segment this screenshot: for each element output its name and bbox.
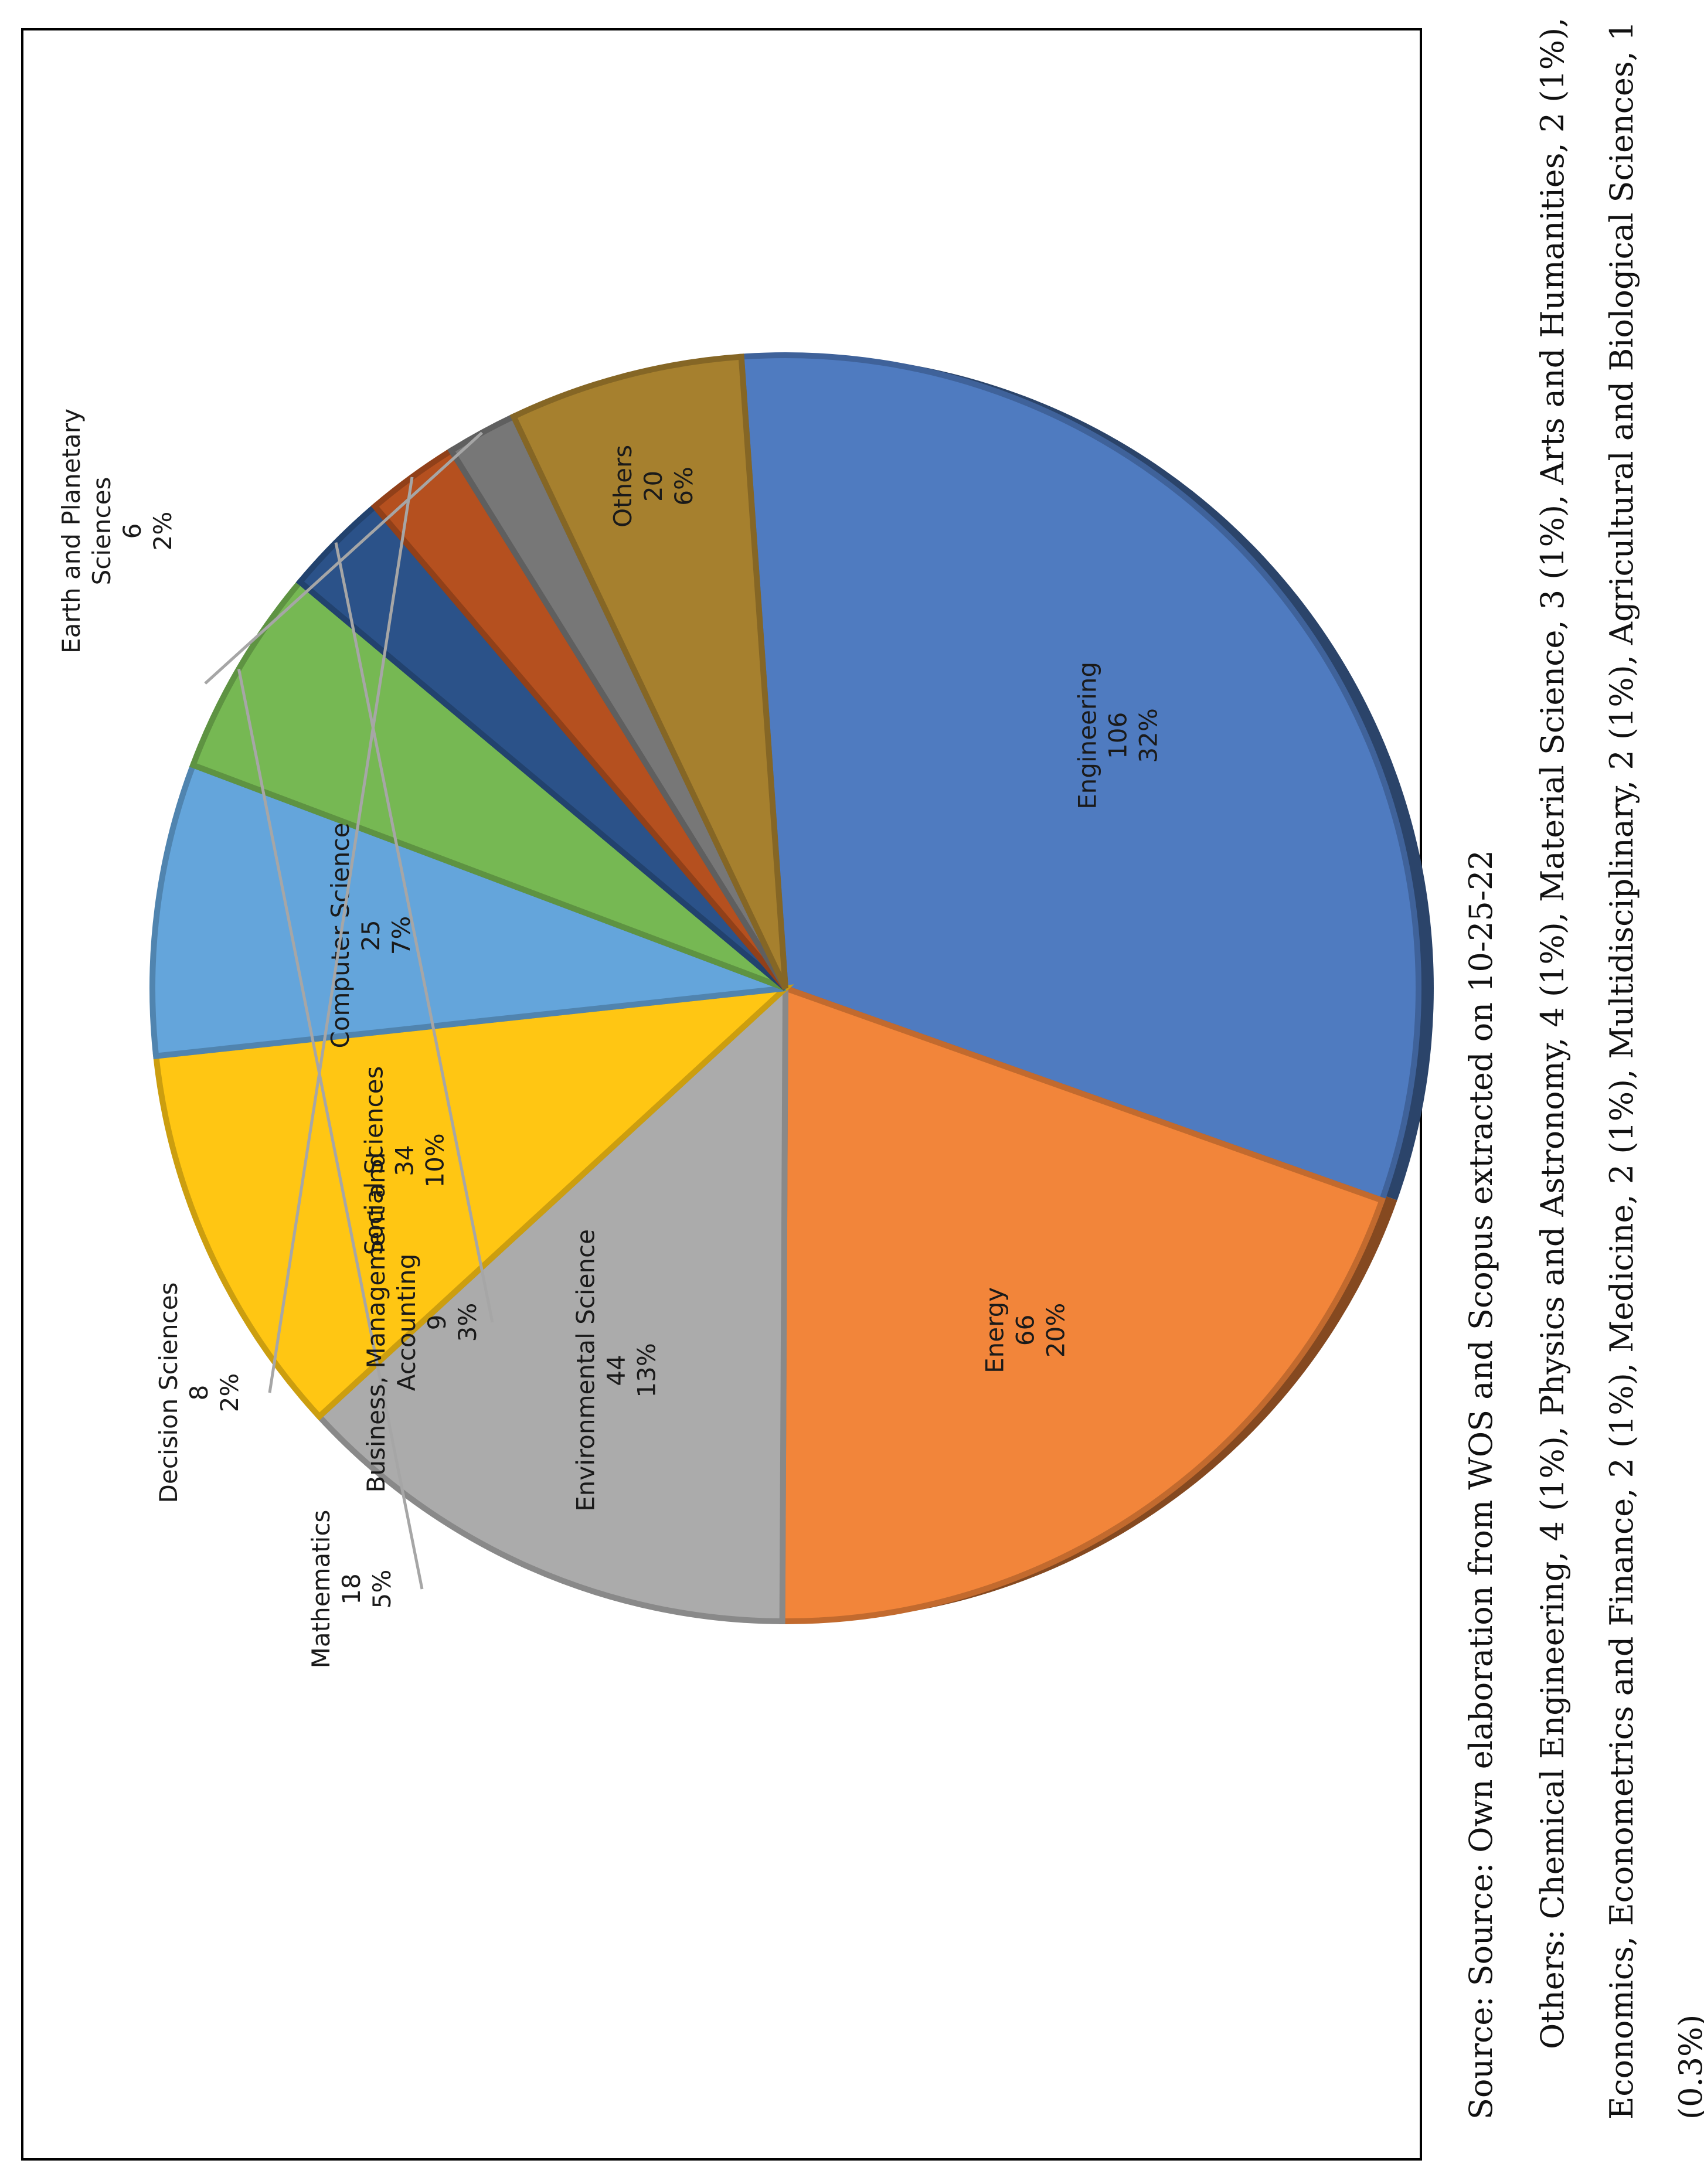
leader-line-earth-and-planetary-sciences — [204, 431, 483, 685]
label-others: Others206% — [608, 445, 698, 528]
others-note: Others: Chemical Engineering, 4 (1%), Ph… — [1534, 17, 1704, 2120]
slice-mathematics — [189, 577, 788, 991]
label-environmental-science: Environmental Science4413% — [572, 1229, 661, 1512]
leader-line-decision-sciences — [268, 477, 414, 1393]
slice-engineering — [738, 352, 1421, 1205]
slice-social-sciences — [152, 984, 794, 1421]
label-earth-and-planetary-sciences: Earth and PlanetarySciences62% — [57, 409, 177, 654]
label-engineering: Engineering10632% — [1073, 662, 1163, 809]
label-business-management-and-accounting: Business, Management andAccounting93% — [362, 1152, 482, 1493]
label-decision-sciences: Decision Sciences82% — [154, 1282, 244, 1503]
label-computer-science: Computer Science257% — [326, 823, 416, 1049]
label-energy: Energy6620% — [981, 1287, 1070, 1373]
slice-computer-science — [149, 761, 787, 1060]
label-social-sciences: Social Sciences3410% — [360, 1066, 450, 1256]
leader-line-mathematics — [237, 668, 424, 1590]
leader-line-business-management-and-accounting — [334, 542, 494, 1323]
label-mathematics: Mathematics185% — [307, 1510, 396, 1669]
slice-others — [509, 353, 788, 990]
slice-energy — [779, 984, 1386, 1624]
source-caption: Source: Source: Own elaboration from WOS… — [1462, 850, 1499, 2120]
slice-environmental-science — [315, 981, 789, 1625]
